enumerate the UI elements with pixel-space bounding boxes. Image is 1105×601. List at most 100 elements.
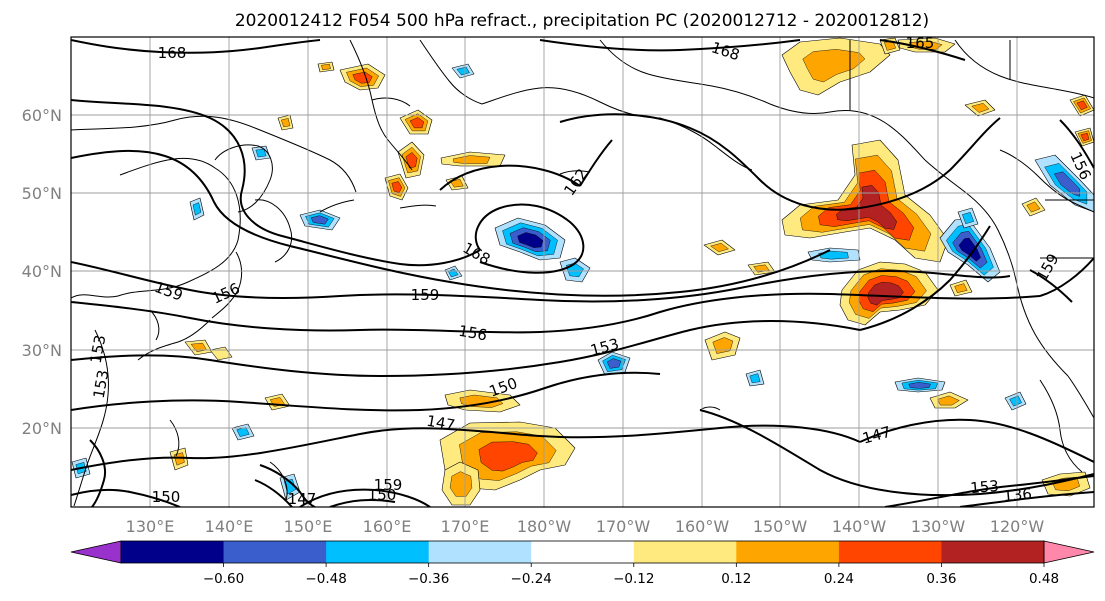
contour-line-19: [299, 488, 431, 507]
contour-label: 147: [425, 412, 456, 435]
pos-blob-kamchatka-level-2: [352, 71, 373, 84]
pos-blob-canada-2-level-2: [1080, 132, 1090, 142]
contour-label: 156: [457, 322, 488, 345]
coastline-12: [419, 39, 483, 105]
lon-label: 120°W: [990, 517, 1045, 536]
contour-line-12: [559, 113, 861, 211]
contour-line-27: [439, 164, 581, 191]
contour-line-21: [89, 439, 106, 507]
pos-blob-coast-california-level-1: [954, 283, 968, 293]
neg-blob-mexico-coast-level-1: [1009, 395, 1022, 407]
lon-label: 150°W: [753, 517, 808, 536]
neg-blob-california-coast: [939, 217, 1001, 283]
lon-label: 170°E: [441, 517, 490, 536]
refractivity-contours: [71, 39, 1094, 507]
colorbar-tick-label: 0.12: [721, 571, 751, 587]
colorbar-tick-label: −0.36: [408, 571, 449, 587]
neg-blob-kuril: [299, 209, 341, 231]
colorbar-segment: [838, 541, 942, 563]
neg-blob-pacific-northwest: [1034, 154, 1094, 213]
coastline-10: [349, 39, 413, 171]
pos-blob-okhotsk: [399, 109, 433, 135]
neg-blob-hawaii-level-2: [606, 358, 622, 369]
neg-blob-hawaii-2-level-1: [749, 373, 761, 383]
neg-blob-date-line: [444, 265, 463, 281]
coastline-19: [1067, 375, 1094, 419]
contour-line-16: [879, 39, 966, 61]
neg-blob-subtropical-east-level-2: [908, 382, 931, 389]
map-frame: [70, 36, 1095, 508]
contour-line-20: [329, 498, 396, 507]
lon-label: 160°W: [675, 517, 730, 536]
pos-blob-coast-california: [949, 279, 973, 297]
neg-blob-hawaii-2: [745, 369, 765, 387]
coastline-8: [169, 419, 180, 457]
pos-blob-siberia-level-1: [281, 118, 291, 128]
contour-label: 153: [970, 477, 1000, 497]
neg-blob-vancouver-level-1: [962, 212, 974, 224]
lat-label: 40°N: [22, 262, 62, 281]
pos-blob-sakhalin: [397, 141, 425, 179]
contour-label: 150: [152, 488, 181, 506]
coastline-25: [319, 199, 355, 213]
colorbar-tick-label: −0.12: [613, 571, 654, 587]
colorbar-frame: [120, 540, 1045, 564]
coastline-17: [924, 159, 1017, 281]
contour-label: 153: [87, 333, 110, 364]
neg-blob-central-level-1: [818, 250, 849, 260]
coastline-3: [254, 199, 293, 263]
latitude-labels: 60°N 50°N 40°N 30°N 20°N: [22, 106, 62, 438]
contour-line-1: [474, 203, 585, 274]
colorbar-extend-high: [1043, 540, 1095, 564]
contour-line-0: [71, 99, 481, 267]
colorbar-segment: [121, 541, 225, 563]
contour-line-8: [859, 418, 1094, 463]
contour-label: 153: [90, 368, 113, 399]
pos-blob-canada: [1069, 94, 1094, 117]
contour-line-9: [699, 409, 1094, 497]
pos-blob-siberia: [277, 114, 294, 131]
pos-blob-aleutian: [445, 175, 469, 191]
pos-blob-rockies-level-1: [1026, 201, 1041, 213]
pos-blob-subtropical-tail: [441, 461, 481, 506]
pos-blob-bering-sea-level-1: [453, 155, 491, 164]
contour-label: 165: [906, 34, 935, 52]
pos-blob-central-pacific-2: [747, 261, 776, 276]
pos-blob-siberia-2-level-1: [321, 63, 331, 71]
pos-blob-northeast-pacific-level-3: [867, 282, 904, 306]
neg-blob-kamchatka-east-level-1: [456, 66, 470, 76]
pos-blob-hokkaido-north-level-2: [391, 181, 402, 193]
pos-blob-central-pacific: [703, 239, 736, 256]
contour-line-5: [71, 320, 861, 378]
coastline-23: [559, 170, 591, 175]
pos-blob-rockies: [1021, 197, 1046, 217]
pos-blob-alaska: [781, 37, 891, 96]
colorbar-segment: [223, 541, 327, 563]
contour-line-23: [884, 475, 1094, 507]
pos-blob-subtropical-level-2: [478, 441, 538, 472]
pos-blob-gulf-alaska: [781, 139, 949, 263]
neg-blob-manchuria-level-1: [192, 202, 202, 216]
colorbar-segment: [428, 541, 532, 563]
contour-line-25: [1059, 119, 1094, 169]
coastline-1: [71, 115, 357, 193]
contour-line-7: [71, 424, 861, 471]
coastline-4: [211, 251, 243, 319]
pos-blob-bc-coast-level-1: [971, 103, 990, 113]
colorbar-extend-low: [70, 540, 122, 564]
lat-label: 50°N: [22, 184, 62, 203]
colorbar-tick-label: −0.24: [511, 571, 552, 587]
coastline-20: [954, 39, 1094, 99]
coastline-6: [73, 329, 109, 507]
contour-line-24: [959, 491, 1094, 507]
contour-line-17: [259, 464, 316, 507]
colorbar-segment: [531, 541, 635, 563]
contour-label: 147: [288, 490, 317, 508]
colorbar-segment: [736, 541, 840, 563]
contour-line-26: [1029, 269, 1073, 303]
lon-label: 140°E: [205, 517, 254, 536]
coastline-14: [599, 39, 771, 105]
map-title: 2020012412 F054 500 hPa refract., precip…: [235, 11, 929, 31]
neg-blob-okhotsk: [251, 145, 271, 161]
